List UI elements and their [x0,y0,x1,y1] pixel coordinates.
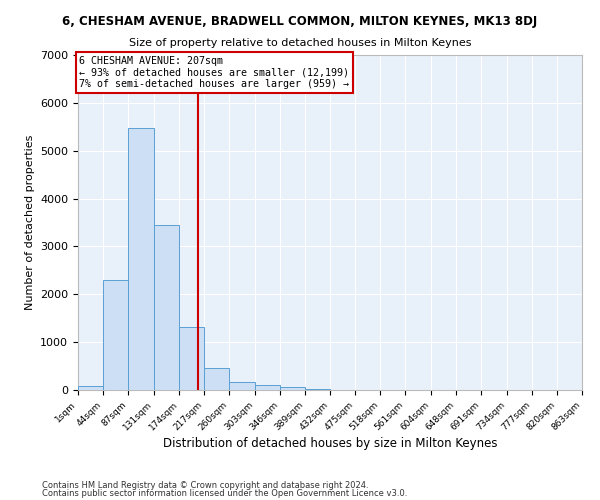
Bar [179,327,204,390]
Text: 6, CHESHAM AVENUE, BRADWELL COMMON, MILTON KEYNES, MK13 8DJ: 6, CHESHAM AVENUE, BRADWELL COMMON, MILT… [62,15,538,28]
X-axis label: Distribution of detached houses by size in Milton Keynes: Distribution of detached houses by size … [163,438,497,450]
Bar [280,387,305,390]
Y-axis label: Number of detached properties: Number of detached properties [25,135,35,310]
Bar [154,225,179,390]
Text: Contains public sector information licensed under the Open Government Licence v3: Contains public sector information licen… [42,489,407,498]
Bar [305,388,330,390]
Text: 6 CHESHAM AVENUE: 207sqm
← 93% of detached houses are smaller (12,199)
7% of sem: 6 CHESHAM AVENUE: 207sqm ← 93% of detach… [79,56,349,89]
Text: Size of property relative to detached houses in Milton Keynes: Size of property relative to detached ho… [129,38,471,48]
Bar [78,386,103,390]
Bar [254,385,280,390]
Bar [204,368,229,390]
Bar [103,280,128,390]
Bar [128,128,154,390]
Text: Contains HM Land Registry data © Crown copyright and database right 2024.: Contains HM Land Registry data © Crown c… [42,480,368,490]
Bar [229,382,254,390]
